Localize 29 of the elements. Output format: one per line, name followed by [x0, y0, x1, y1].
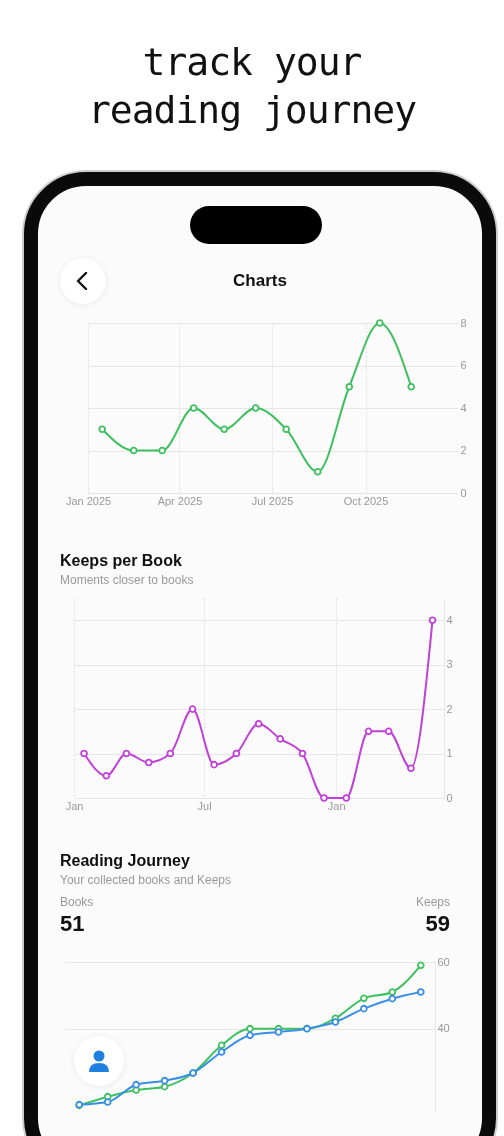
chart-title: Reading Journey [60, 852, 191, 870]
text: Keeps [415, 895, 450, 909]
y-tick-label: 8 [460, 316, 467, 329]
chart-title: Keeps per Book [60, 552, 183, 570]
y-tick-label: 3 [446, 658, 453, 671]
x-tick-label: Apr 2025 [157, 494, 203, 507]
text: 51 [60, 911, 85, 937]
y-tick-label: 4 [446, 613, 453, 626]
y-tick-label: 6 [460, 359, 467, 371]
chart-subtitle: Your collected books and Keeps [60, 873, 232, 887]
y-tick-label: 1 [446, 747, 453, 760]
x-tick-label: Jan 2025 [65, 494, 112, 507]
text: 59 [425, 911, 450, 937]
y-tick-label: 60 [437, 955, 450, 968]
chart-subtitle: Moments closer to books [60, 573, 195, 587]
x-tick-label: Jul 2025 [251, 494, 294, 507]
y-tick-label: 2 [446, 702, 453, 715]
text: Charts [232, 271, 288, 291]
x-tick-label: Jul [197, 799, 212, 812]
x-tick-label: Jan [65, 799, 84, 812]
y-tick-label: 4 [460, 401, 467, 414]
x-tick-label: Jan [327, 799, 346, 812]
y-tick-label: 40 [437, 1022, 450, 1035]
x-tick-label: Oct 2025 [343, 494, 389, 507]
text: Books [60, 895, 94, 909]
y-tick-label: 2 [460, 444, 467, 456]
y-tick-label: 0 [446, 791, 453, 804]
y-tick-label: 0 [460, 486, 467, 499]
text: track your reading journey [86, 39, 418, 134]
